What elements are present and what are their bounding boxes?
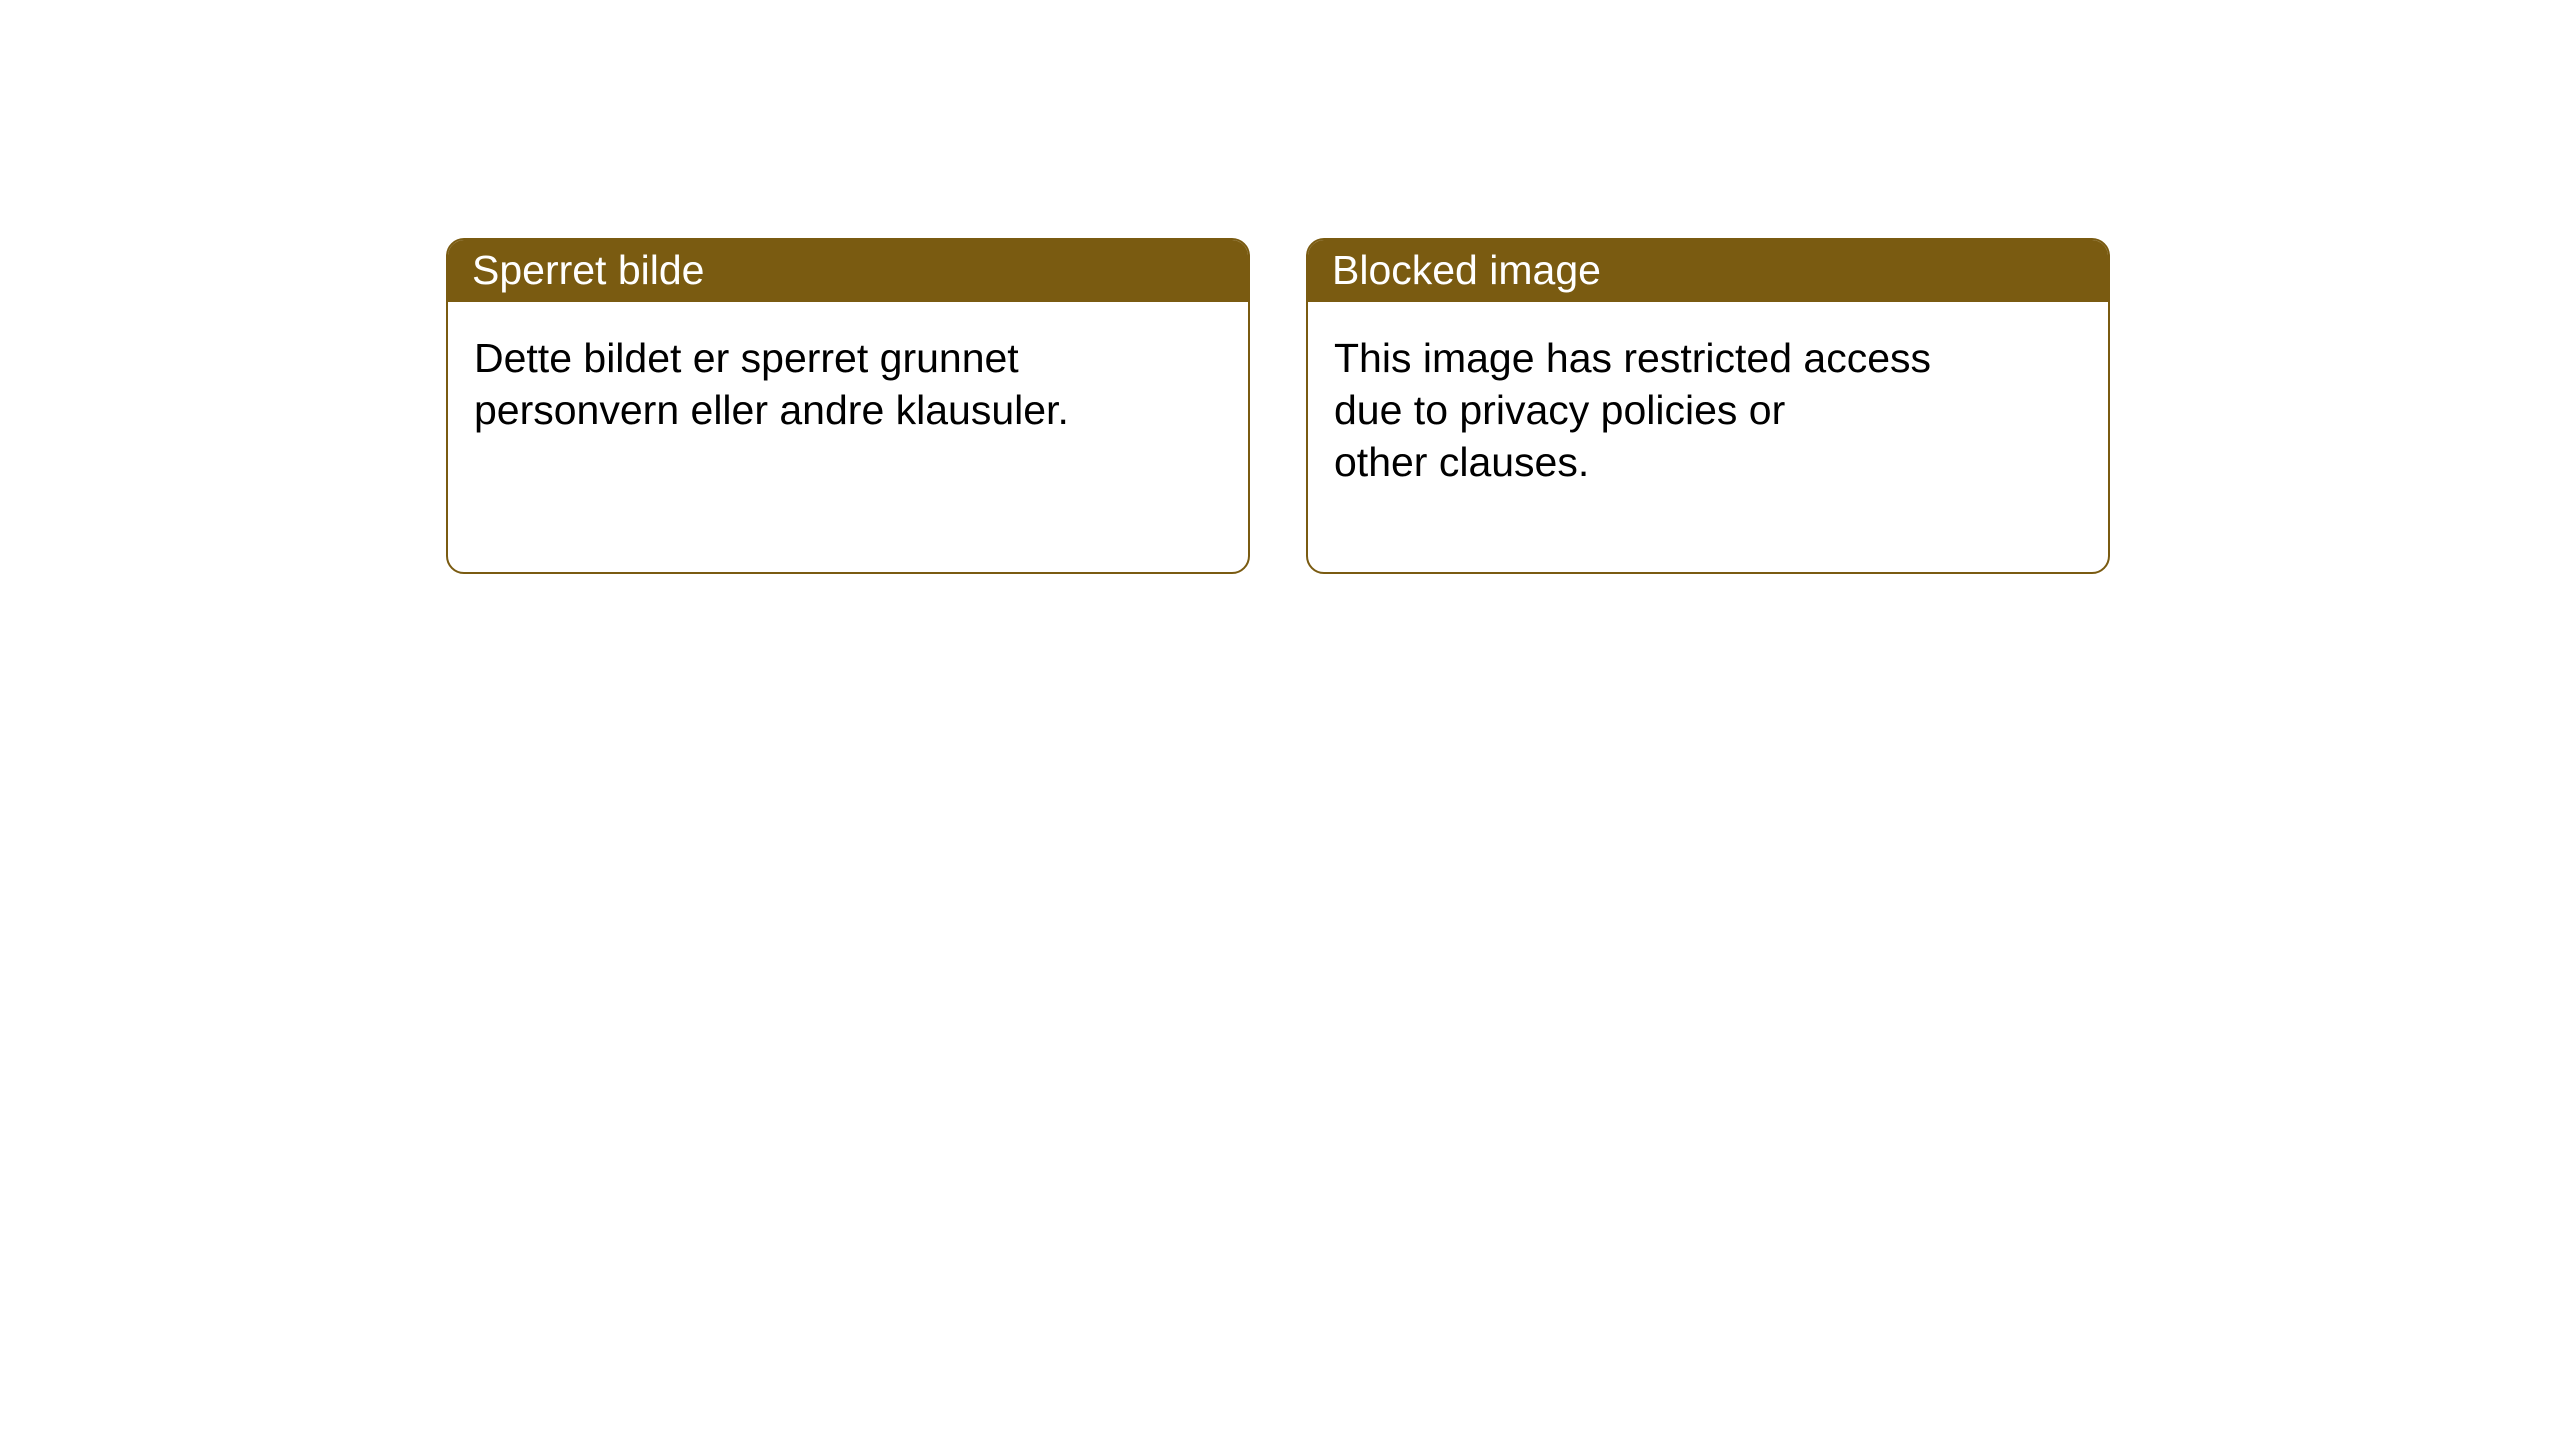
notice-title-english: Blocked image: [1308, 240, 2108, 302]
notice-container: Sperret bilde Dette bildet er sperret gr…: [0, 0, 2560, 574]
notice-card-english: Blocked image This image has restricted …: [1306, 238, 2110, 574]
notice-body-english: This image has restricted access due to …: [1308, 302, 2108, 514]
notice-card-norwegian: Sperret bilde Dette bildet er sperret gr…: [446, 238, 1250, 574]
notice-body-norwegian: Dette bildet er sperret grunnet personve…: [448, 302, 1248, 462]
notice-title-norwegian: Sperret bilde: [448, 240, 1248, 302]
